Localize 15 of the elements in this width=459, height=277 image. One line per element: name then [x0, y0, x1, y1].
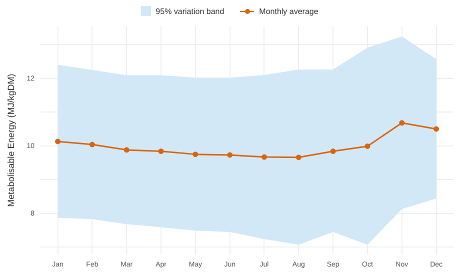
y-axis-title: Metabolisable Energy (MJ/kgDM)	[6, 74, 16, 207]
point	[192, 152, 198, 158]
point	[296, 154, 302, 160]
point	[330, 148, 336, 154]
text: 95% variation band	[156, 6, 224, 16]
point	[399, 120, 405, 126]
point	[124, 147, 130, 153]
point	[434, 126, 440, 132]
point	[227, 152, 233, 158]
point	[262, 154, 267, 160]
point	[55, 138, 61, 144]
legend-label: Monthly average	[259, 6, 318, 16]
point	[89, 142, 95, 148]
point	[158, 148, 164, 154]
point	[364, 143, 370, 149]
